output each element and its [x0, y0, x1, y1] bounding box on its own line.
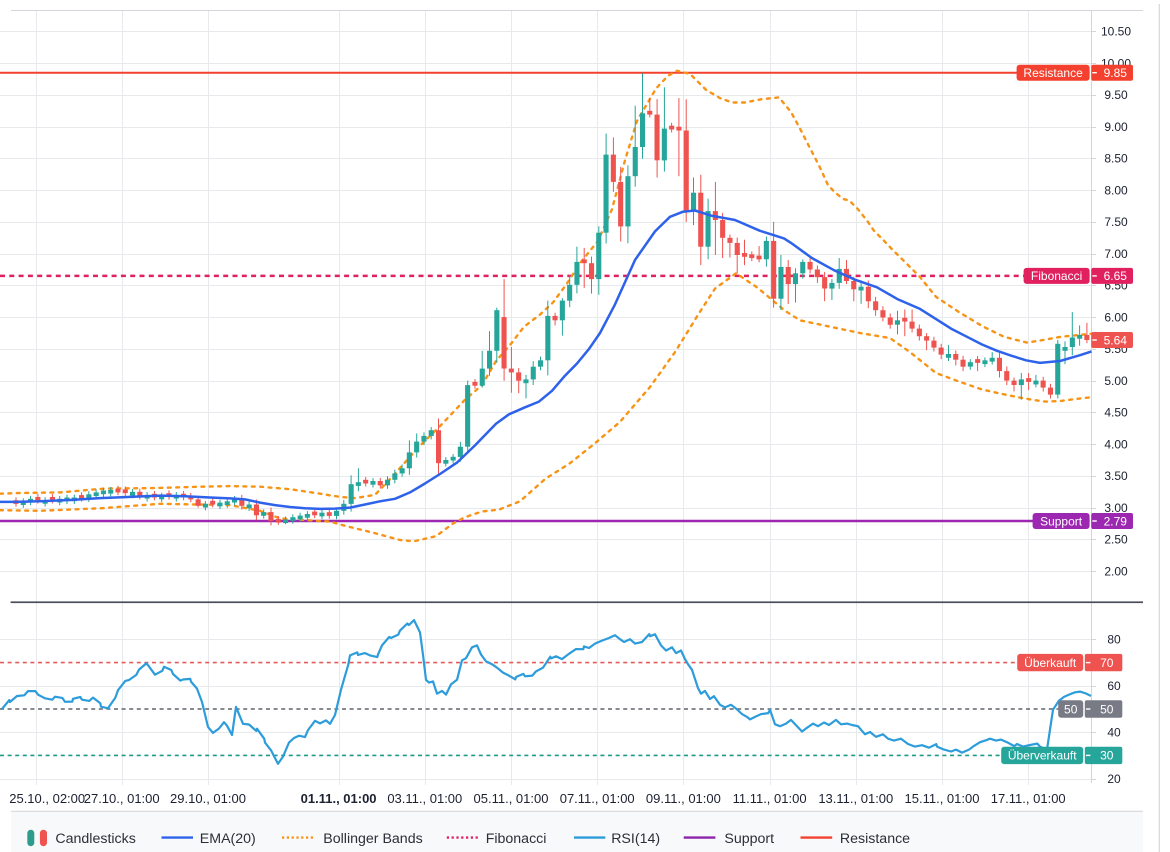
svg-text:29.10., 01:00: 29.10., 01:00 [170, 791, 246, 806]
svg-text:4.00: 4.00 [1104, 437, 1128, 451]
svg-text:2.00: 2.00 [1104, 564, 1128, 578]
svg-text:10.50: 10.50 [1101, 25, 1131, 39]
svg-text:3.00: 3.00 [1104, 501, 1128, 515]
svg-text:Support: Support [724, 831, 774, 847]
svg-text:20: 20 [1107, 772, 1121, 786]
svg-text:25.10., 02:00: 25.10., 02:00 [9, 791, 85, 806]
svg-text:70: 70 [1100, 656, 1114, 670]
svg-text:9.50: 9.50 [1104, 88, 1128, 102]
svg-text:Candlesticks: Candlesticks [55, 831, 135, 847]
svg-text:Fibonacci: Fibonacci [486, 831, 547, 847]
svg-text:2.79: 2.79 [1104, 514, 1128, 528]
svg-text:80: 80 [1107, 633, 1121, 647]
svg-text:60: 60 [1107, 679, 1121, 693]
svg-text:09.11., 01:00: 09.11., 01:00 [646, 791, 721, 806]
svg-text:5.00: 5.00 [1104, 374, 1128, 388]
svg-text:Überverkauft: Überverkauft [1008, 749, 1077, 763]
svg-text:30: 30 [1100, 749, 1114, 763]
svg-text:Fibonacci: Fibonacci [1031, 269, 1082, 283]
svg-text:13.11., 01:00: 13.11., 01:00 [818, 791, 893, 806]
svg-text:Support: Support [1040, 514, 1083, 528]
svg-text:Resistance: Resistance [1023, 66, 1083, 80]
svg-text:7.50: 7.50 [1104, 215, 1128, 229]
svg-text:7.00: 7.00 [1104, 247, 1128, 261]
svg-text:3.50: 3.50 [1104, 469, 1128, 483]
svg-text:9.00: 9.00 [1104, 120, 1128, 134]
svg-text:07.11., 01:00: 07.11., 01:00 [560, 791, 635, 806]
svg-text:03.11., 01:00: 03.11., 01:00 [387, 791, 462, 806]
svg-text:6.00: 6.00 [1104, 310, 1128, 324]
svg-text:05.11., 01:00: 05.11., 01:00 [474, 791, 549, 806]
svg-text:50: 50 [1064, 702, 1078, 716]
svg-text:4.50: 4.50 [1104, 406, 1128, 420]
svg-text:8.00: 8.00 [1104, 183, 1128, 197]
svg-text:5.64: 5.64 [1104, 333, 1128, 347]
svg-text:2.50: 2.50 [1104, 533, 1128, 547]
svg-text:6.65: 6.65 [1104, 269, 1128, 283]
svg-text:01.11., 01:00: 01.11., 01:00 [301, 791, 377, 806]
svg-text:Bollinger Bands: Bollinger Bands [323, 831, 422, 847]
svg-text:9.85: 9.85 [1104, 66, 1128, 80]
svg-text:11.11., 01:00: 11.11., 01:00 [733, 791, 807, 806]
svg-text:50: 50 [1100, 702, 1114, 716]
svg-text:40: 40 [1107, 725, 1121, 739]
svg-text:27.10., 01:00: 27.10., 01:00 [84, 791, 160, 806]
svg-text:Überkauft: Überkauft [1024, 656, 1077, 670]
svg-text:Resistance: Resistance [840, 831, 910, 847]
svg-text:EMA(20): EMA(20) [200, 831, 256, 847]
svg-text:RSI(14): RSI(14) [611, 831, 660, 847]
svg-text:8.50: 8.50 [1104, 152, 1128, 166]
svg-text:17.11., 01:00: 17.11., 01:00 [991, 791, 1066, 806]
svg-text:15.11., 01:00: 15.11., 01:00 [905, 791, 980, 806]
